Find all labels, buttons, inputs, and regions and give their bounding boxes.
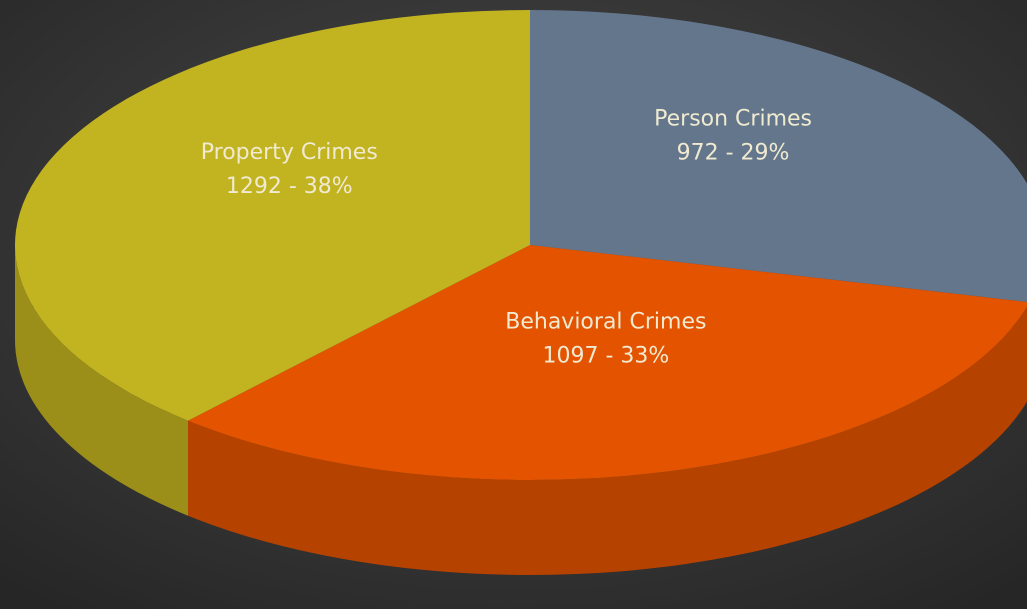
pie-slice — [15, 10, 530, 421]
value-label: 1292 - 38% — [226, 174, 353, 199]
slice-label: Behavioral Crimes — [505, 310, 706, 335]
pie-slice — [530, 10, 1027, 303]
pie-slice — [187, 245, 1027, 480]
pie-side — [14, 245, 188, 516]
value-label: 1097 - 33% — [542, 344, 669, 369]
slice-label: Person Crimes — [654, 107, 812, 132]
slice-label: Property Crimes — [201, 140, 378, 165]
value-label: 972 - 29% — [677, 141, 790, 166]
pie-side — [187, 306, 1027, 575]
